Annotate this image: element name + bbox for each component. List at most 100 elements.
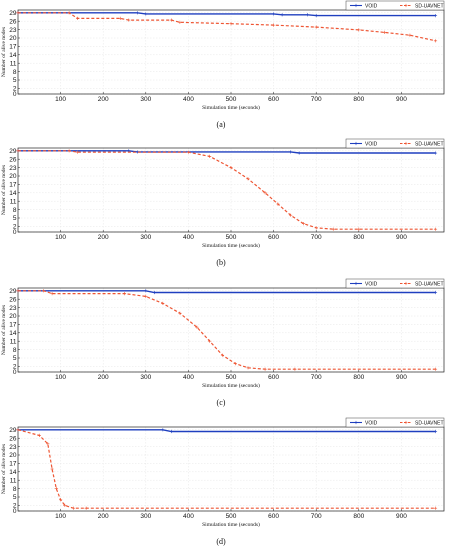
data-point xyxy=(208,154,212,158)
x-axis-label: Simulation time (seconds) xyxy=(202,242,260,249)
data-point xyxy=(71,506,75,510)
data-point xyxy=(357,227,361,231)
y-tick-label: 8 xyxy=(13,69,17,76)
x-tick-label: 300 xyxy=(140,513,151,520)
y-tick-label: 26 xyxy=(9,296,17,303)
data-point xyxy=(37,433,41,437)
data-point xyxy=(178,311,182,315)
data-point xyxy=(144,294,148,298)
x-tick-label: 400 xyxy=(183,374,194,381)
y-tick-label: 2 xyxy=(13,364,17,371)
y-tick-label: 8 xyxy=(13,207,17,214)
data-point xyxy=(280,13,284,17)
data-point xyxy=(289,150,293,154)
y-tick-label: 0 xyxy=(13,369,17,376)
y-tick-label: 5 xyxy=(13,77,17,84)
legend-box xyxy=(345,0,445,11)
x-axis-label: Simulation time (seconds) xyxy=(202,521,260,528)
data-point xyxy=(208,339,212,343)
y-tick-label: 29 xyxy=(9,10,17,17)
data-point xyxy=(263,367,267,371)
y-tick-label: 17 xyxy=(9,322,17,329)
y-tick-label: 0 xyxy=(13,229,17,236)
series-line-sd-uavnet xyxy=(17,429,436,509)
x-tick-label: 600 xyxy=(268,513,279,520)
data-point xyxy=(54,487,58,491)
x-tick-label: 100 xyxy=(55,513,66,520)
x-tick-label: 900 xyxy=(396,374,407,381)
x-axis-label: Simulation time (seconds) xyxy=(202,382,260,389)
y-tick-label: 11 xyxy=(10,338,17,345)
data-point xyxy=(118,16,122,20)
data-point xyxy=(122,292,127,296)
data-point xyxy=(357,28,361,32)
y-tick-label: 11 xyxy=(10,198,17,205)
y-tick-label: 2 xyxy=(13,503,17,510)
legend-marker xyxy=(404,281,408,286)
y-tick-label: 29 xyxy=(9,288,17,295)
y-tick-label: 20 xyxy=(9,173,17,180)
data-point xyxy=(135,11,139,15)
y-tick-label: 5 xyxy=(13,355,17,362)
data-point xyxy=(46,442,50,446)
y-axis-label: Number of alive nodes xyxy=(0,444,7,494)
y-tick-label: 14 xyxy=(9,190,17,197)
x-tick-label: 700 xyxy=(311,96,322,103)
y-tick-label: 20 xyxy=(9,313,17,320)
x-axis-label: Simulation time (seconds) xyxy=(202,104,260,111)
data-point xyxy=(301,222,306,226)
data-point xyxy=(127,18,131,22)
legend-label: SD-UAVNET xyxy=(415,281,444,287)
y-tick-label: 29 xyxy=(9,148,17,155)
data-point xyxy=(246,366,250,370)
data-point xyxy=(76,150,80,154)
legend-marker xyxy=(354,141,358,146)
data-point xyxy=(314,14,318,18)
panel-caption: (a) xyxy=(217,120,226,129)
series-line-void xyxy=(18,290,436,294)
y-tick-label: 2 xyxy=(13,224,17,231)
x-tick-label: 100 xyxy=(55,234,66,241)
data-point xyxy=(233,362,237,366)
data-point xyxy=(314,226,318,230)
data-point xyxy=(16,11,20,15)
panel-caption: (d) xyxy=(216,537,226,546)
y-tick-label: 23 xyxy=(9,444,17,451)
data-point xyxy=(50,292,54,296)
data-point xyxy=(229,22,233,26)
data-point xyxy=(84,506,88,510)
legend-box xyxy=(345,417,445,428)
data-point xyxy=(433,39,438,43)
y-tick-label: 20 xyxy=(9,35,17,42)
data-point xyxy=(16,428,20,432)
y-tick-label: 23 xyxy=(9,305,17,312)
data-point xyxy=(63,503,67,507)
data-point xyxy=(433,14,438,18)
data-point xyxy=(152,290,156,295)
data-point xyxy=(433,367,438,371)
y-tick-label: 26 xyxy=(9,156,17,163)
data-point xyxy=(59,498,63,502)
data-point xyxy=(408,33,412,37)
chart-panel: 100 200 300 400 500 600 700 800 9000258111417202… xyxy=(0,417,445,546)
y-tick-label: 2 xyxy=(13,86,17,93)
x-tick-label: 900 xyxy=(396,96,407,103)
x-tick-label: 200 xyxy=(98,96,109,103)
x-tick-label: 500 xyxy=(226,96,237,103)
y-tick-label: 17 xyxy=(9,182,17,189)
data-point xyxy=(272,23,276,27)
series-line-void xyxy=(18,12,436,17)
legend-marker xyxy=(404,141,408,146)
legend-box xyxy=(345,278,445,289)
legend-marker xyxy=(404,420,408,425)
data-point xyxy=(433,429,438,434)
legend-label: SD-UAVNET xyxy=(415,141,444,147)
y-tick-label: 14 xyxy=(9,469,17,476)
legend-marker xyxy=(354,281,358,286)
y-tick-label: 17 xyxy=(9,44,17,51)
data-point xyxy=(76,16,80,20)
x-tick-label: 300 xyxy=(140,96,151,103)
x-tick-label: 700 xyxy=(311,234,322,241)
legend-marker xyxy=(404,3,408,8)
data-point xyxy=(41,289,46,293)
